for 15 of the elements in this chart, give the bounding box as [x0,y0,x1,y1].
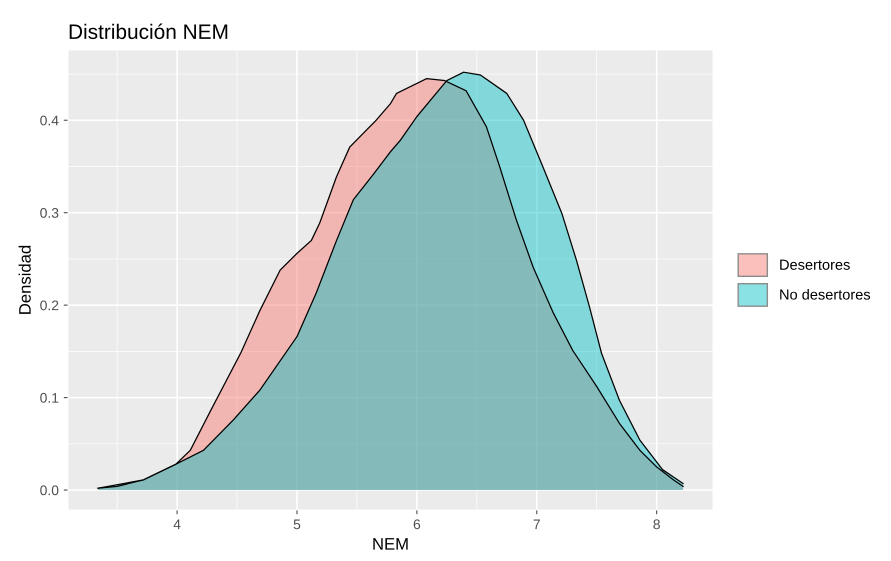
x-tick-label: 4 [174,520,181,530]
legend-label: No desertores [780,288,870,300]
y-axis-title: Densidad [18,246,31,314]
y-tick-label: 0.0 [40,485,58,496]
x-tick-label: 7 [534,520,540,530]
y-tick-label: 0.1 [40,392,58,403]
y-tick-label: 0.4 [40,116,59,126]
x-axis-title: NEM [373,538,408,550]
x-tick-label: 6 [414,519,420,530]
x-tick-label: 8 [653,519,660,530]
y-tick-label: 0.2 [40,300,58,310]
legend-label: Desertores [780,260,850,270]
chart-title: Distribución NEM [70,24,228,40]
x-tick-label: 5 [294,520,300,530]
y-tick-label: 0.3 [40,208,58,218]
